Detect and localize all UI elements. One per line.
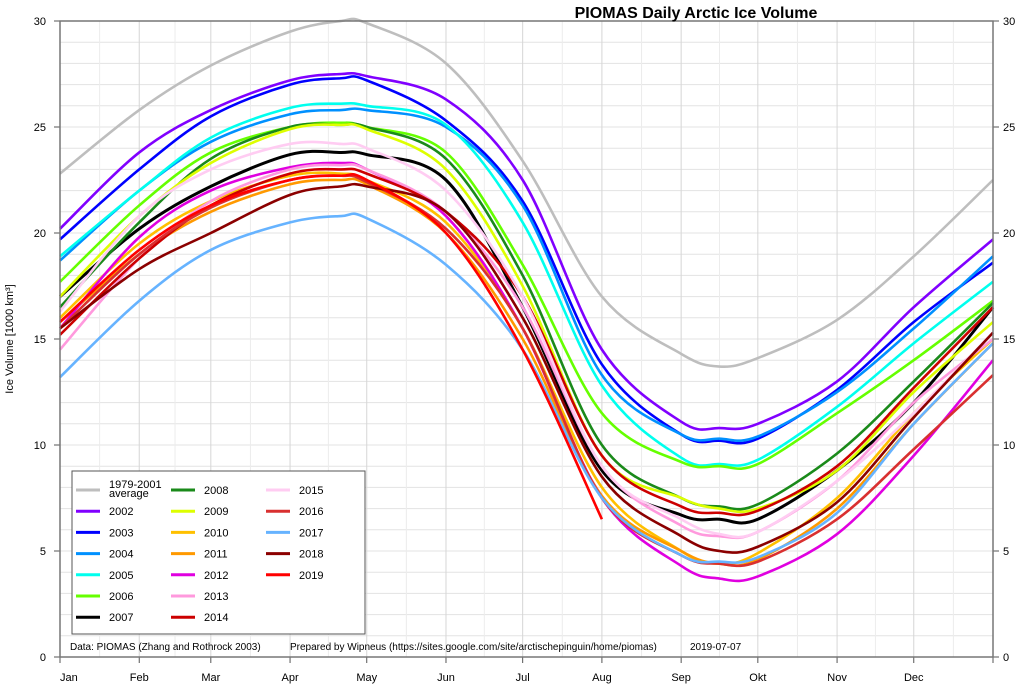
series-2015 <box>58 140 994 539</box>
series-2019 <box>59 173 604 520</box>
legend-label: 2003 <box>109 527 133 539</box>
y-tick-label: 10 <box>34 440 46 452</box>
series-line <box>59 121 994 471</box>
y-tick-label: 15 <box>34 334 46 346</box>
y-tick-label-right: 30 <box>1003 16 1015 28</box>
x-tick-label: Sep <box>671 672 691 684</box>
series-2003 <box>59 75 994 445</box>
y-tick-label-right: 25 <box>1003 122 1015 134</box>
plot-frame <box>59 20 994 658</box>
series-lines <box>58 17 995 583</box>
legend-label: 1979-2001 <box>109 479 162 491</box>
legend-label: 2006 <box>109 591 133 603</box>
x-tick-label: May <box>356 672 377 684</box>
y-tick-label: 0 <box>40 652 46 664</box>
footer-prepared: Prepared by Wipneus (https://sites.googl… <box>290 642 657 653</box>
series-2009 <box>59 122 994 514</box>
y-axis-label: Ice Volume [1000 km³] <box>4 284 16 393</box>
series-2006 <box>59 121 994 471</box>
x-tick-label: Jan <box>60 672 78 684</box>
series-2014 <box>59 167 994 517</box>
x-tick-label: Aug <box>592 672 612 684</box>
y-tick-label: 30 <box>34 16 46 28</box>
legend-label-cont: average <box>109 488 149 500</box>
legend-label: 2015 <box>299 485 323 497</box>
legend-label: 2008 <box>204 485 228 497</box>
chart-title: PIOMAS Daily Arctic Ice Volume <box>575 5 818 22</box>
series-line <box>59 177 994 567</box>
series-line <box>59 182 994 554</box>
series-1979-2001-average <box>59 17 994 369</box>
axes: 0 0 5 5 10 10 15 15 20 20 25 25 30 30 Jan Feb Mar Apr May J… <box>34 16 1016 684</box>
x-tick-label: Feb <box>130 672 149 684</box>
series-line <box>59 167 994 517</box>
legend-label: 2018 <box>299 549 323 561</box>
footer-date: 2019-07-07 <box>690 642 742 653</box>
series-2018 <box>59 182 994 554</box>
series-line <box>59 122 994 511</box>
series-2002 <box>59 71 994 431</box>
legend-label: 2005 <box>109 570 133 582</box>
series-2004 <box>59 107 994 442</box>
series-line <box>59 101 994 467</box>
legend-label: 2011 <box>204 549 228 561</box>
legend-label: 2019 <box>299 570 323 582</box>
series-2011 <box>59 177 994 567</box>
y-tick-label: 5 <box>40 546 46 558</box>
x-tick-label: Jul <box>516 672 530 684</box>
legend-label: 2007 <box>109 612 133 624</box>
footer-source: Data: PIOMAS (Zhang and Rothrock 2003) <box>70 642 261 653</box>
legend-label: 2013 <box>204 591 228 603</box>
series-line <box>59 71 994 431</box>
series-line <box>59 75 994 445</box>
series-2008 <box>59 122 994 511</box>
series-line <box>59 17 994 369</box>
legend-label: 2017 <box>299 527 323 539</box>
series-2005 <box>59 101 994 467</box>
legend-label: 2004 <box>109 549 133 561</box>
series-line <box>58 140 994 539</box>
x-tick-label: Okt <box>749 672 766 684</box>
y-tick-label: 20 <box>34 228 46 240</box>
series-line <box>59 107 994 442</box>
legend-label: 2002 <box>109 506 133 518</box>
y-tick-label-right: 20 <box>1003 228 1015 240</box>
legend-label: 2014 <box>204 612 228 624</box>
x-tick-label: Jun <box>437 672 455 684</box>
legend-label: 2016 <box>299 506 323 518</box>
x-tick-label: Apr <box>281 672 298 684</box>
legend-label: 2012 <box>204 570 228 582</box>
series-2016 <box>59 174 994 568</box>
y-tick-label-right: 0 <box>1003 652 1009 664</box>
y-tick-label-right: 5 <box>1003 546 1009 558</box>
legend-box <box>71 470 366 635</box>
series-line <box>59 173 604 520</box>
x-tick-label: Dec <box>904 672 924 684</box>
legend-label: 2009 <box>204 506 228 518</box>
y-tick-label: 25 <box>34 122 46 134</box>
y-tick-label-right: 15 <box>1003 334 1015 346</box>
legend-label: 2010 <box>204 527 228 539</box>
series-line <box>59 122 994 514</box>
x-tick-label: Nov <box>827 672 847 684</box>
x-tick-label: Mar <box>201 672 220 684</box>
y-tick-label-right: 10 <box>1003 440 1015 452</box>
series-line <box>59 174 994 568</box>
